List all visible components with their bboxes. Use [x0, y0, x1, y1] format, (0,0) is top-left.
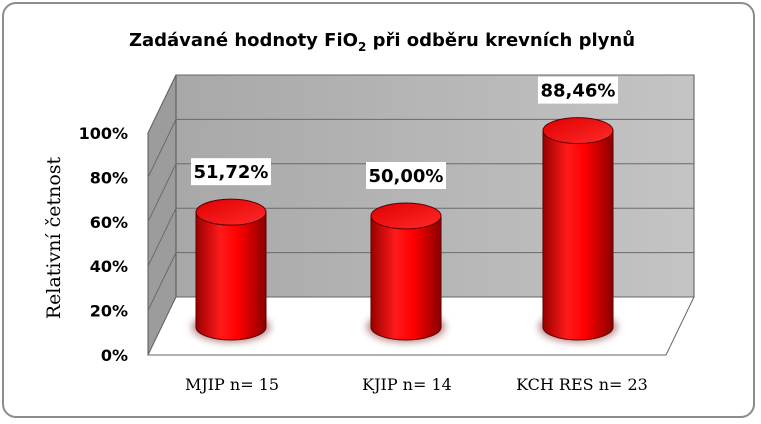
- chart-title-main: Zadávané hodnoty FiO: [129, 30, 358, 51]
- y-tick-label: 100%: [79, 124, 128, 143]
- x-category-label: MJIP n= 15: [185, 375, 279, 394]
- data-label: 51,72%: [191, 158, 271, 186]
- bar: [192, 198, 270, 342]
- bar-body: [542, 130, 614, 341]
- chart-title: Zadávané hodnoty FiO2 při odběru krevníc…: [129, 29, 635, 54]
- y-tick-label: 40%: [90, 257, 128, 276]
- data-label-text: 51,72%: [194, 162, 269, 183]
- data-label-background: [366, 162, 446, 189]
- gridline-side: [147, 119, 177, 178]
- y-axis-label: Relativní četnost: [43, 156, 65, 319]
- bar-body: [370, 215, 442, 341]
- bar-top: [542, 117, 614, 145]
- data-label-text: 88,46%: [541, 81, 616, 102]
- chart-title-subscript: 2: [358, 40, 366, 54]
- data-label-background: [191, 158, 271, 186]
- gridline-side: [147, 163, 177, 223]
- y-tick-label: 80%: [90, 168, 128, 187]
- gridline-side: [147, 74, 177, 134]
- data-label: 50,00%: [366, 162, 446, 189]
- data-label-background: [538, 76, 618, 104]
- bar: [539, 117, 617, 342]
- gridline-side: [147, 252, 177, 311]
- bar-top: [195, 198, 267, 226]
- data-label-text: 50,00%: [369, 166, 444, 187]
- x-axis-labels: MJIP n= 15 KJIP n= 14 KCH RES n= 23: [185, 375, 648, 394]
- y-tick-label: 0%: [101, 346, 128, 365]
- chart-title-rest: při odběru krevních plynů: [366, 29, 635, 51]
- bar: [367, 202, 445, 342]
- y-tick-label: 60%: [90, 213, 128, 232]
- x-category-label: KJIP n= 14: [362, 375, 452, 394]
- gridline-side: [147, 207, 177, 267]
- bar-body: [195, 211, 267, 341]
- x-category-label: KCH RES n= 23: [516, 375, 648, 394]
- y-axis-ticks: 0% 20% 40% 60% 80% 100%: [79, 124, 128, 365]
- bars: [192, 117, 617, 342]
- data-label: 88,46%: [538, 76, 618, 104]
- bar-top: [370, 202, 442, 230]
- data-labels: 51,72% 50,00% 88,46%: [191, 76, 618, 189]
- y-tick-label: 20%: [90, 302, 128, 321]
